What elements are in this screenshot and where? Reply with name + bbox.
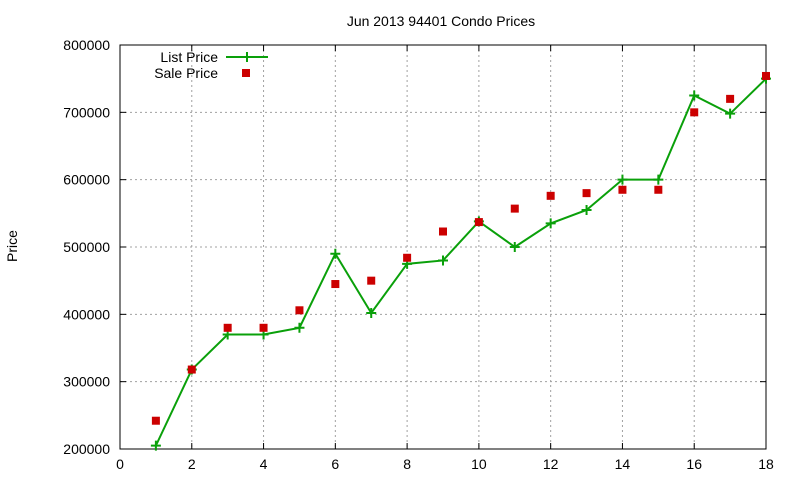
data-point <box>150 440 161 451</box>
chart-title: Jun 2013 94401 Condo Prices <box>347 13 535 29</box>
y-tick-label: 700000 <box>63 104 110 120</box>
x-tick-label: 0 <box>116 456 124 472</box>
y-tick-label: 400000 <box>63 306 110 322</box>
data-point <box>726 94 735 103</box>
x-tick-label: 8 <box>403 456 411 472</box>
legend-label: Sale Price <box>154 65 218 81</box>
data-point <box>439 227 447 236</box>
series-list-price <box>150 73 771 451</box>
series-sale-price <box>151 71 770 425</box>
data-point <box>618 185 627 194</box>
x-tick-label: 10 <box>471 456 487 472</box>
y-tick-label: 200000 <box>63 441 110 457</box>
data-point <box>331 280 340 289</box>
data-point <box>367 276 376 285</box>
data-point <box>690 108 699 117</box>
series-area <box>150 71 771 451</box>
data-point <box>295 306 304 315</box>
y-tick-label: 600000 <box>63 172 110 188</box>
data-point <box>510 204 519 213</box>
x-tick-label: 12 <box>543 456 559 472</box>
legend-label: List Price <box>160 49 218 65</box>
data-point <box>474 218 483 227</box>
x-tick-label: 4 <box>260 456 268 472</box>
data-point <box>403 253 412 262</box>
data-point <box>725 108 736 119</box>
x-tick-label: 2 <box>188 456 196 472</box>
data-point <box>581 204 592 215</box>
data-point <box>259 323 268 332</box>
x-tick-label: 16 <box>686 456 702 472</box>
data-point <box>223 323 232 332</box>
data-point <box>509 242 520 252</box>
data-point <box>546 191 555 200</box>
data-point <box>762 71 770 80</box>
data-point <box>582 189 591 198</box>
y-axis-label: Price <box>4 230 20 262</box>
y-tick-label: 500000 <box>63 239 110 255</box>
data-point <box>366 307 377 318</box>
grid <box>120 45 766 449</box>
x-tick-label: 18 <box>758 456 774 472</box>
data-point <box>617 174 628 185</box>
data-point <box>689 90 700 101</box>
data-point <box>330 248 341 259</box>
x-tick-label: 14 <box>615 456 631 472</box>
data-point <box>545 218 556 229</box>
data-point <box>151 416 160 425</box>
legend-marker <box>242 52 252 62</box>
legend-marker <box>242 69 250 77</box>
y-tick-label: 300000 <box>63 374 110 390</box>
data-point <box>654 185 663 194</box>
series-line <box>154 77 767 447</box>
y-tick-label: 800000 <box>63 37 110 53</box>
x-tick-label: 6 <box>331 456 339 472</box>
data-point <box>294 322 305 333</box>
data-point <box>438 255 448 266</box>
data-point <box>653 174 664 185</box>
data-point <box>187 365 196 374</box>
axes: 0 2 4 6 8 10 12 14 16 18 200000 300000 400000 500000 6… <box>63 37 774 472</box>
